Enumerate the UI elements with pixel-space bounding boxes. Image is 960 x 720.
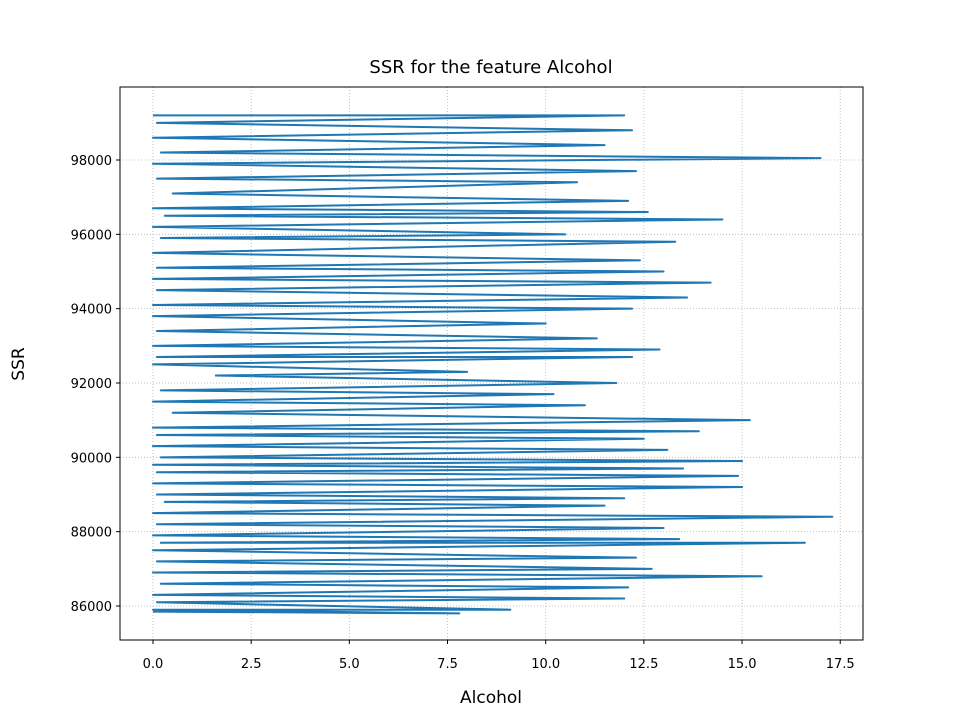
plot-frame (119, 86, 864, 641)
y-tick-label: 88000 (71, 526, 112, 541)
y-tick-label: 96000 (71, 228, 112, 243)
x-tick-label: 7.5 (437, 657, 458, 672)
y-axis-label: SSR (9, 347, 29, 381)
x-tick-label: 10.0 (531, 657, 560, 672)
y-tick-label: 86000 (71, 600, 112, 615)
x-tick-label: 17.5 (826, 657, 855, 672)
x-tick-label: 2.5 (241, 657, 262, 672)
x-tick-label: 0.0 (143, 657, 164, 672)
y-tick-label: 90000 (71, 451, 112, 466)
chart-title: SSR for the feature Alcohol (369, 57, 612, 78)
y-tick-label: 94000 (71, 303, 112, 318)
y-tick-label: 92000 (71, 377, 112, 392)
x-tick-label: 5.0 (339, 657, 360, 672)
x-tick-label: 15.0 (728, 657, 757, 672)
x-axis-label: Alcohol (460, 688, 522, 708)
data-line (151, 114, 834, 615)
y-tick-label: 98000 (71, 154, 112, 169)
x-tick-label: 12.5 (629, 657, 658, 672)
